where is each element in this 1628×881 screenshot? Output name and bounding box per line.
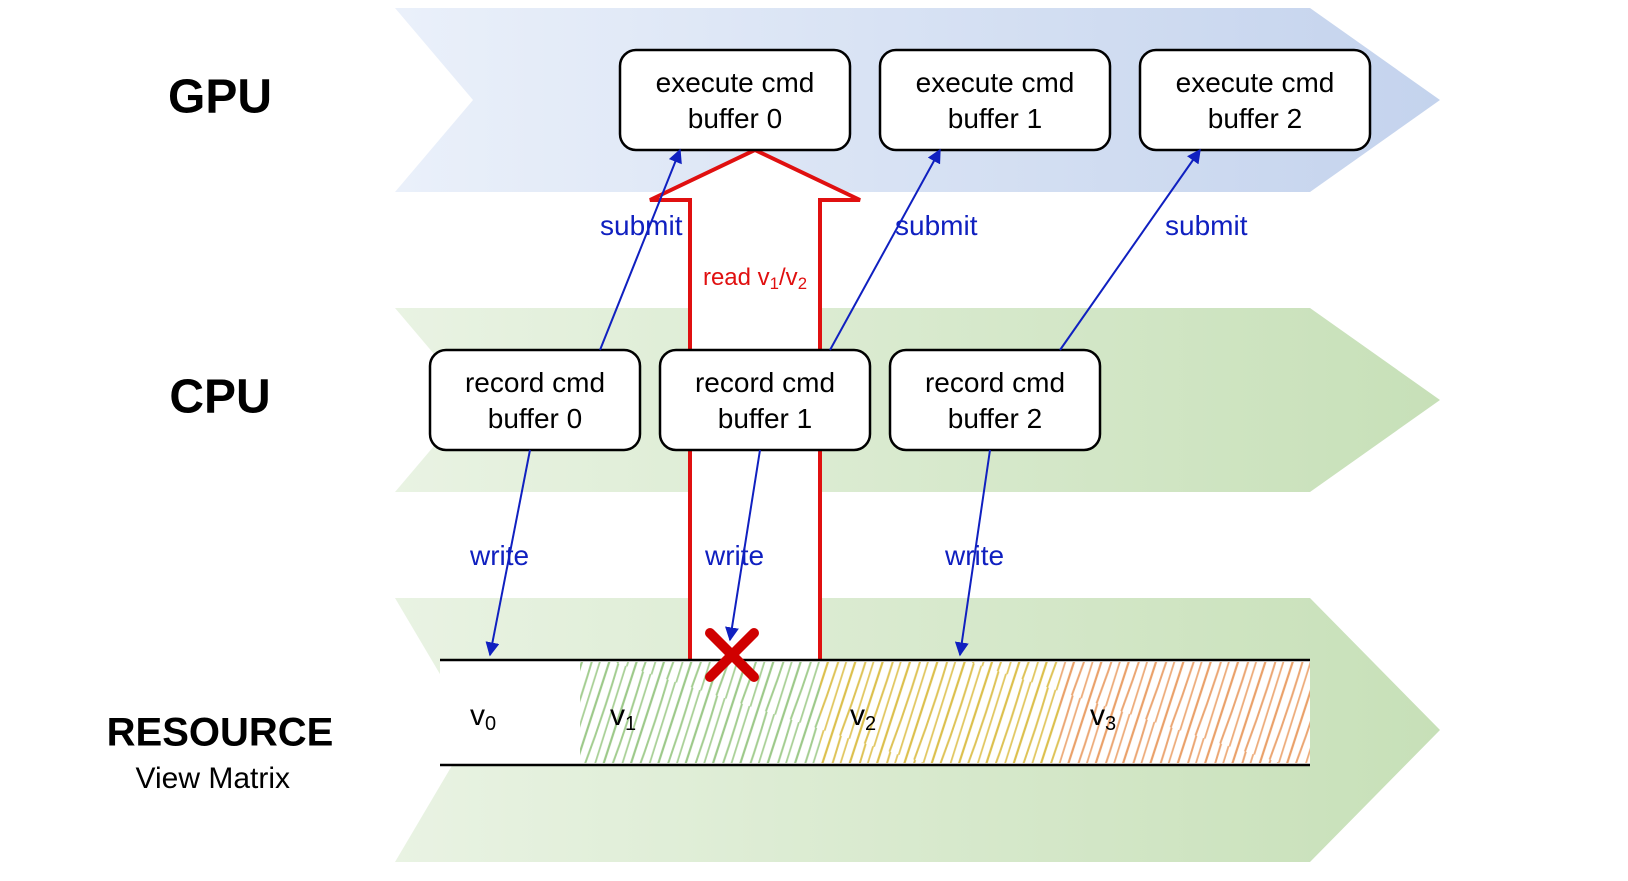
exec2-line2: buffer 2 [1208,103,1302,134]
submit-label-2: submit [1165,210,1248,241]
exec0-line2: buffer 0 [688,103,782,134]
exec1-line1: execute cmd [916,67,1075,98]
rec2-box [890,350,1100,450]
rec2-line1: record cmd [925,367,1065,398]
exec0-box [620,50,850,150]
exec2-box [1140,50,1370,150]
lane-label-cpu: CPU [169,371,270,424]
lane-label-resource: RESOURCE [107,711,334,755]
rec2-line2: buffer 2 [948,403,1042,434]
submit-label-1: submit [895,210,978,241]
exec1-box [880,50,1110,150]
write-label-1: write [704,540,764,571]
write-label-0: write [469,540,529,571]
rec0-line2: buffer 0 [488,403,582,434]
rec1-line1: record cmd [695,367,835,398]
rec0-line1: record cmd [465,367,605,398]
exec0-line1: execute cmd [656,67,815,98]
diagram-root: GPU CPU RESOURCE View Matrix read v1/v2 execu… [0,0,1628,881]
write-label-2: write [944,540,1004,571]
lane-sublabel-resource: View Matrix [136,762,290,795]
exec1-line2: buffer 1 [948,103,1042,134]
lane-label-gpu: GPU [168,71,272,124]
exec2-line1: execute cmd [1176,67,1335,98]
rec1-box [660,350,870,450]
rec0-box [430,350,640,450]
rec1-line2: buffer 1 [718,403,812,434]
submit-label-0: submit [600,210,683,241]
read-arrow-label: read v1/v2 [703,264,807,293]
